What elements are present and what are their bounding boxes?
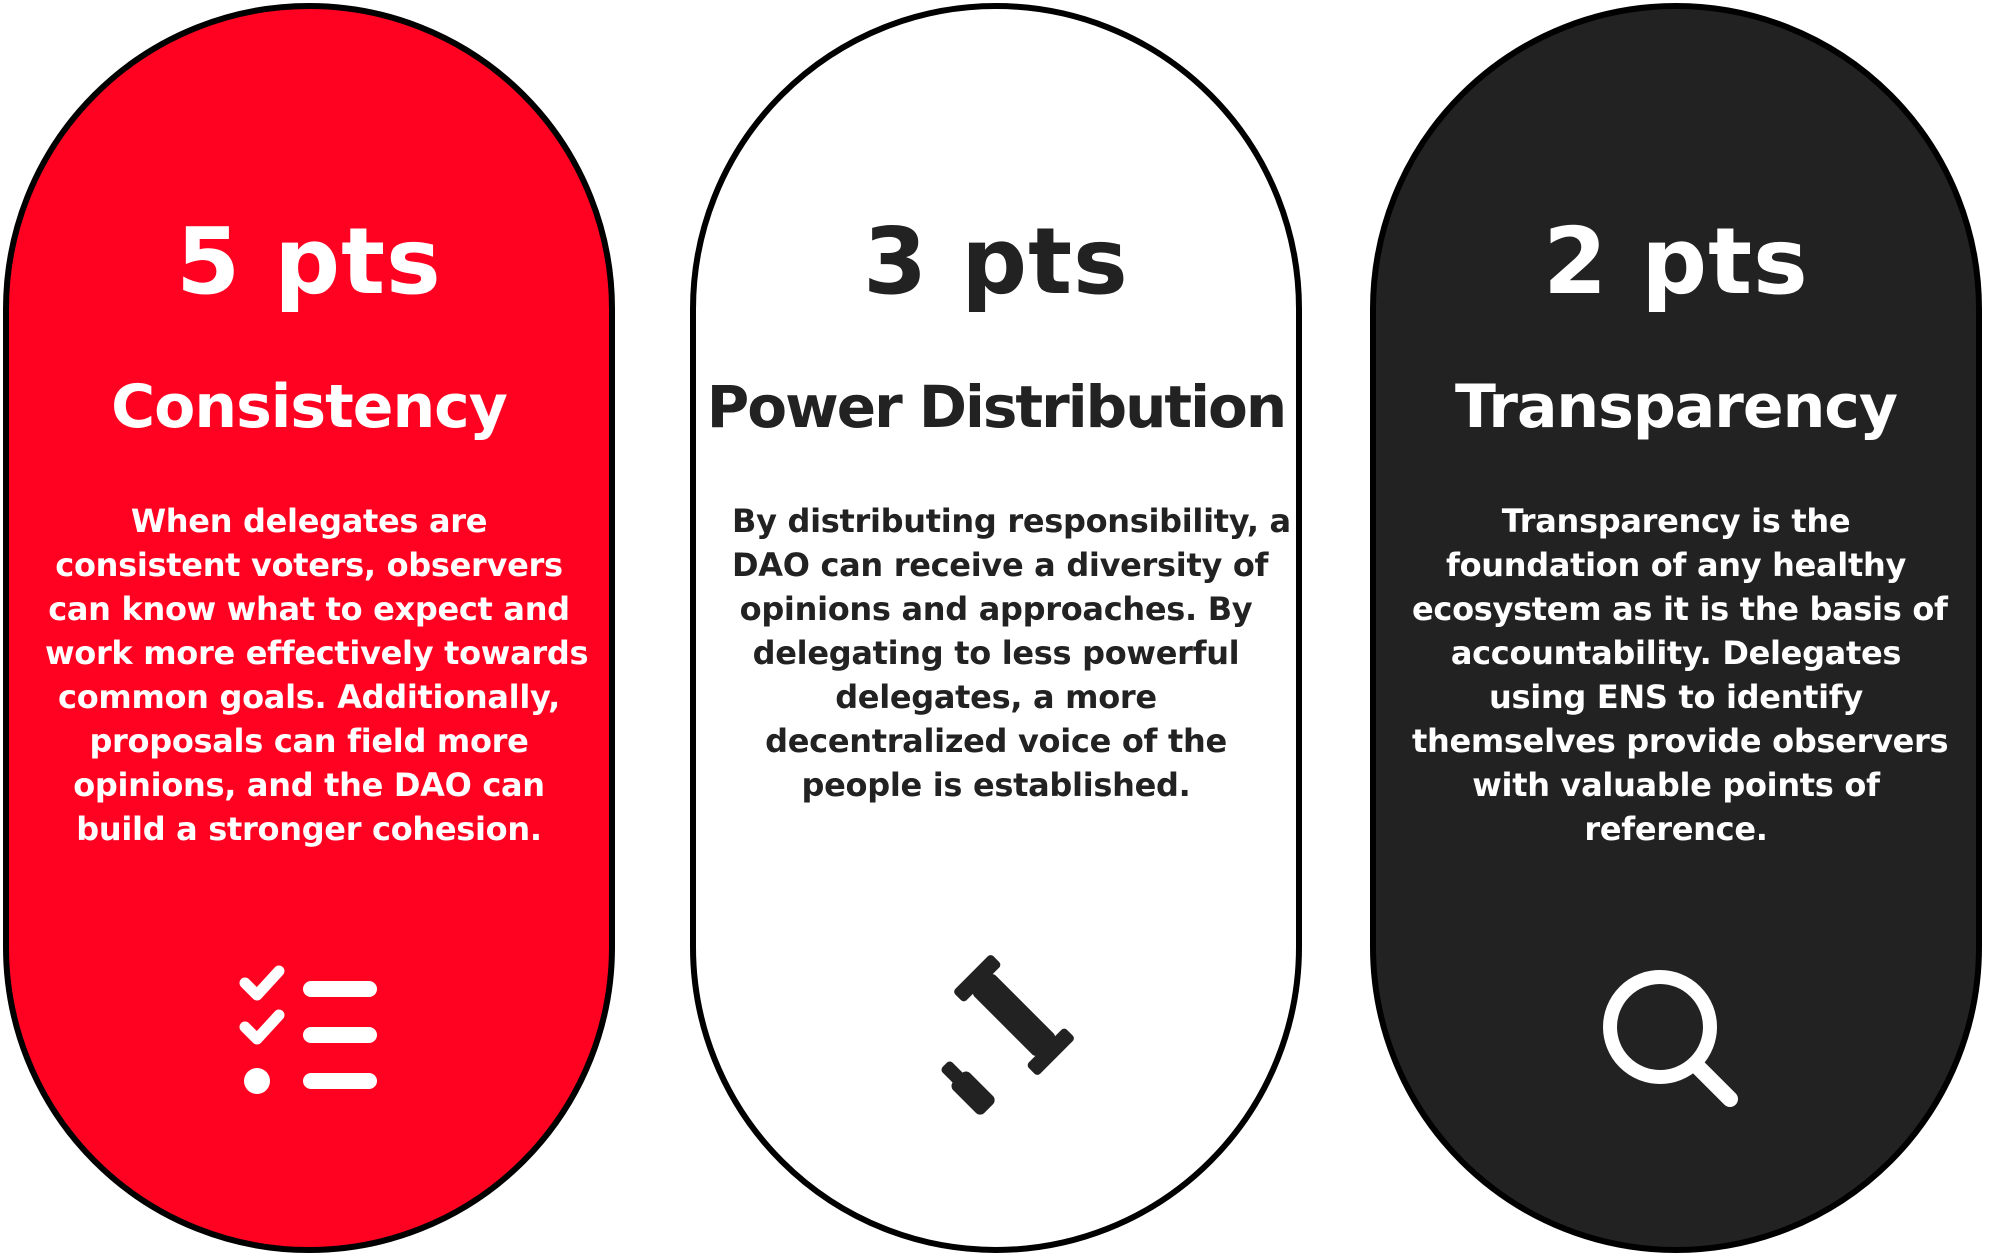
description-line: decentralized voice of the	[765, 722, 1227, 760]
description-line: delegates, a more	[835, 678, 1157, 716]
card-power-distribution: 3 pts Power Distribution By distributing…	[690, 3, 1302, 1253]
description-line: work more effectively towards	[45, 634, 589, 672]
description-line: foundation of any healthy	[1445, 546, 1907, 584]
description-line: people is established.	[801, 766, 1191, 804]
description-line: build a stronger cohesion.	[76, 810, 542, 848]
description-line: reference.	[1584, 810, 1768, 848]
card-description: When delegates are consistent voters, ob…	[45, 499, 589, 851]
description-line: consistent voters, observers	[55, 546, 563, 584]
card-consistency: 5 pts Consistency When delegates are con…	[3, 3, 615, 1253]
gavel-icon	[906, 949, 1086, 1129]
description-line: opinions and approaches. By	[739, 590, 1253, 628]
card-points: 3 pts	[863, 208, 1129, 315]
description-line: common goals. Additionally,	[58, 678, 560, 716]
card-transparency: 2 pts Transparency Transparency is the f…	[1370, 3, 1982, 1253]
description-line: Transparency is the	[1501, 502, 1851, 540]
description-line: themselves provide observers	[1412, 722, 1949, 760]
card-description: By distributing responsibility, a DAO ca…	[732, 499, 1291, 807]
card-title: Power Distribution	[706, 373, 1287, 441]
card-title: Consistency	[111, 372, 508, 442]
card-points: 5 pts	[176, 208, 442, 315]
description-line: proposals can field more	[89, 722, 529, 760]
card-points: 2 pts	[1543, 208, 1809, 315]
description-line: using ENS to identify	[1489, 678, 1863, 716]
description-line: delegating to less powerful	[752, 634, 1240, 672]
description-line: By distributing responsibility, a	[732, 502, 1291, 540]
description-line: When delegates are	[130, 502, 488, 540]
description-line: ecosystem as it is the basis of	[1412, 590, 1948, 628]
description-line: with valuable points of	[1472, 766, 1880, 804]
description-line: DAO can receive a diversity of	[732, 546, 1269, 584]
description-line: opinions, and the DAO can	[73, 766, 545, 804]
description-line: accountability. Delegates	[1450, 634, 1902, 672]
checklist-icon	[219, 949, 399, 1129]
magnifier-icon	[1586, 949, 1766, 1129]
description-line: can know what to expect and	[48, 590, 570, 628]
card-title: Transparency	[1455, 372, 1898, 442]
card-description: Transparency is the foundation of any he…	[1412, 499, 1949, 851]
